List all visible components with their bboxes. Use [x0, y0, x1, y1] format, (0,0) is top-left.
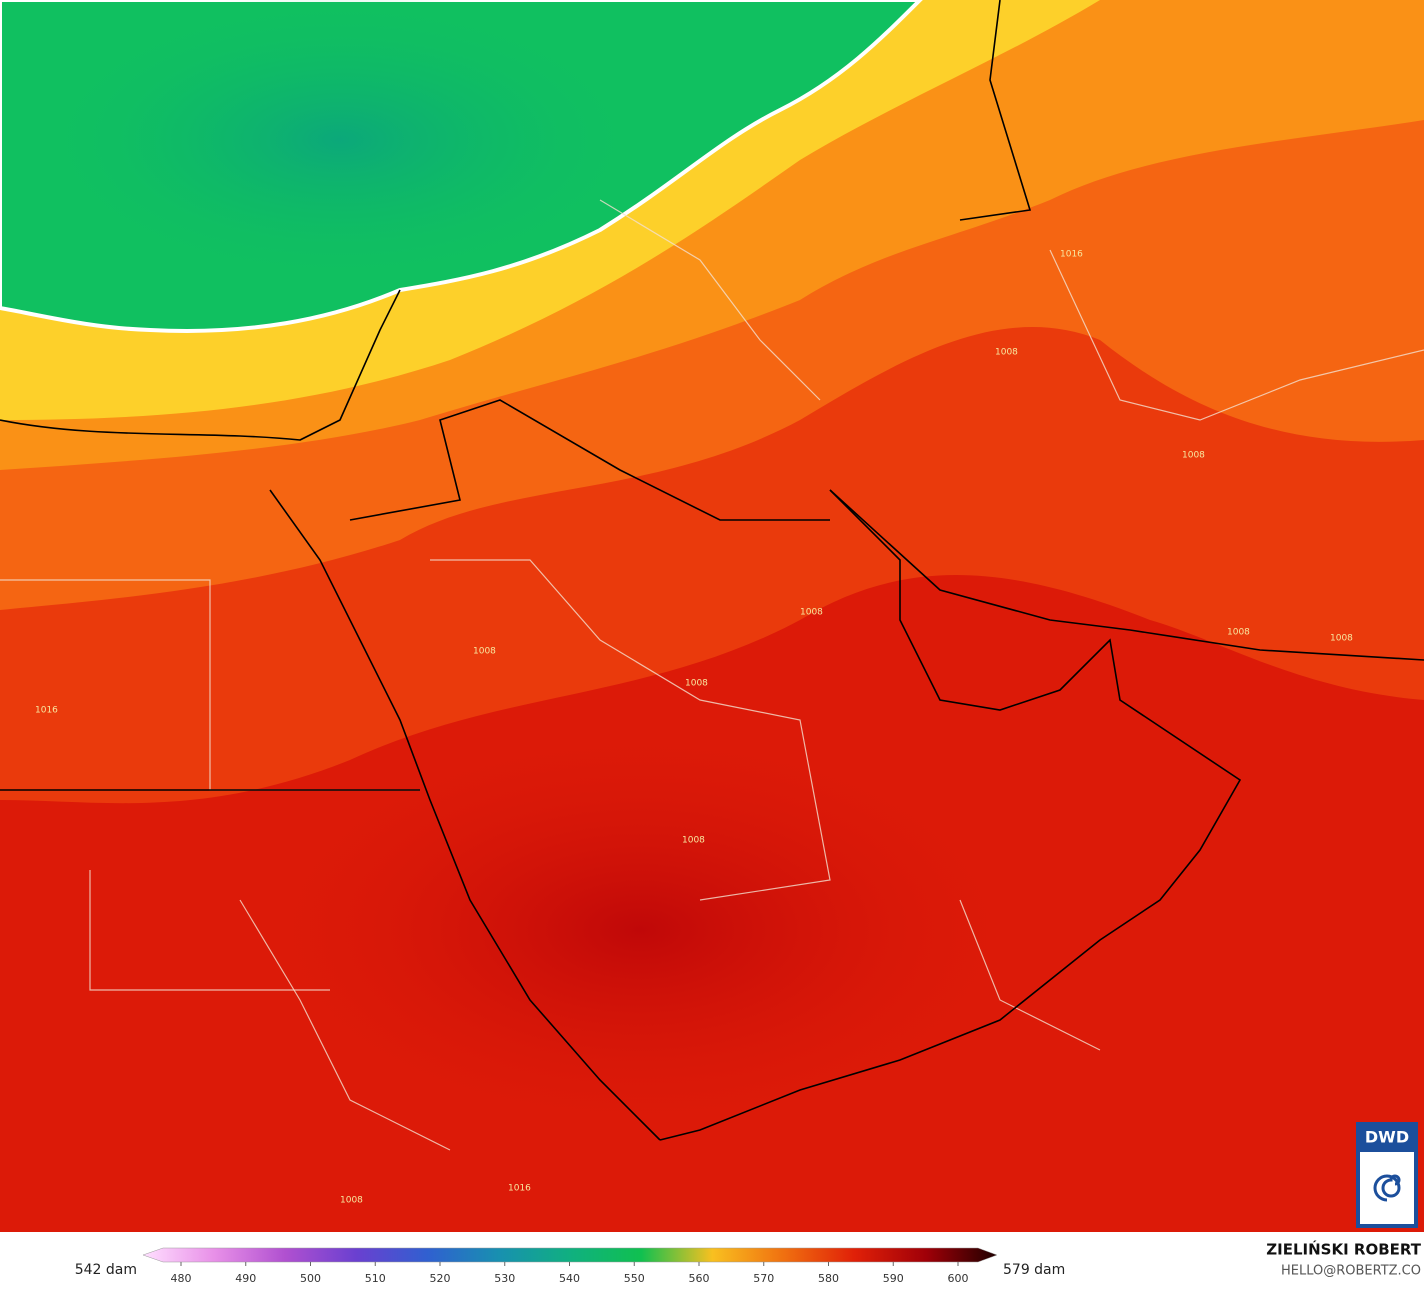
colorbar-tick-label: 600	[948, 1272, 969, 1285]
colorbar-tick-label: 500	[300, 1272, 321, 1285]
contour-label: 1008	[1182, 451, 1205, 461]
contour-label: 1008	[1227, 628, 1250, 638]
colorbar-tick-label: 550	[624, 1272, 645, 1285]
field	[0, 0, 1424, 1232]
contour-label: 1008	[800, 608, 823, 618]
contour-label: 1008	[340, 1196, 363, 1206]
contour-label: 1008	[995, 348, 1018, 358]
colorbar-bar	[142, 1247, 998, 1263]
contour-label: 1008	[685, 679, 708, 689]
colorbar-tick-label: 490	[235, 1272, 256, 1285]
colorbar-tick-label: 530	[494, 1272, 515, 1285]
logo-text: DWD	[1365, 1128, 1409, 1147]
contour-label: 1008	[473, 647, 496, 657]
credit-name: ZIELIŃSKI ROBERT	[1266, 1240, 1421, 1259]
coastlines	[0, 0, 1424, 1141]
contour-labels: 1008 1008 1008 1008 1008 1008 1008 1016 1016 1016…	[35, 250, 1353, 1206]
contour-label: 1008	[682, 836, 705, 846]
contour-label: 1016	[508, 1184, 531, 1194]
contour-label: 1008	[1330, 634, 1353, 644]
colorbar-tick-label: 510	[365, 1272, 386, 1285]
colorbar-tick-label: 480	[171, 1272, 192, 1285]
colorbar-tick-label: 590	[883, 1272, 904, 1285]
max-label: 579 dam	[1003, 1262, 1065, 1278]
colorbar-tick-label: 560	[689, 1272, 710, 1285]
contour-label: 1016	[35, 706, 58, 716]
logo: DWD	[1356, 1122, 1418, 1228]
colorbar-tick-label: 570	[753, 1272, 774, 1285]
colorbar-tick-label: 580	[818, 1272, 839, 1285]
colorbar-tick-label: 540	[559, 1272, 580, 1285]
colorbar-tick-label: 520	[430, 1272, 451, 1285]
contour-label: 1016	[1060, 250, 1083, 260]
colorbar: 480 490 500 510 520 530 540 550 560 570 580 590 600	[142, 1247, 998, 1285]
min-label: 542 dam	[75, 1262, 137, 1278]
credit-email: HELLO@ROBERTZ.CO	[1281, 1264, 1421, 1279]
